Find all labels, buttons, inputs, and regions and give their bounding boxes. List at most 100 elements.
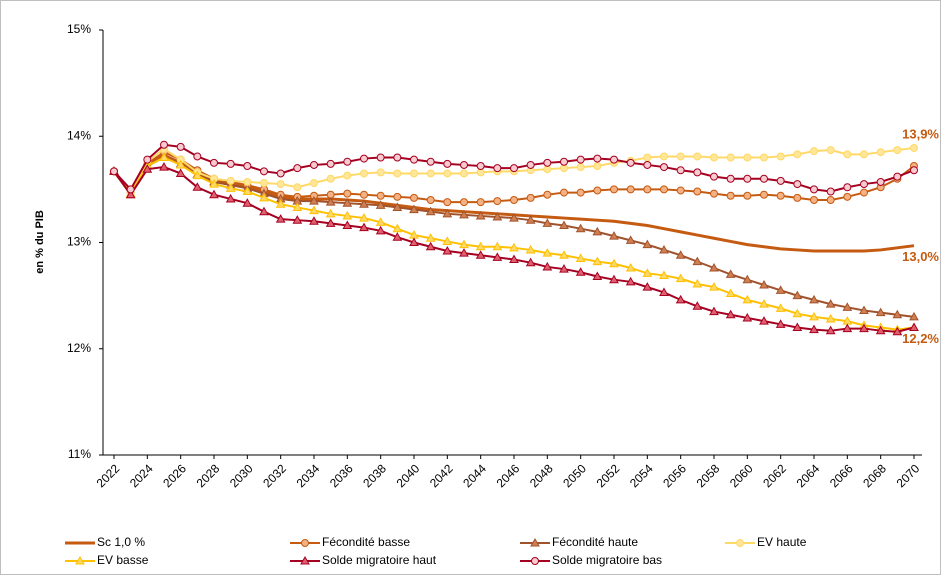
point: [793, 150, 802, 159]
point: [643, 153, 652, 162]
point: [726, 174, 735, 183]
point: [726, 191, 735, 200]
point: [410, 193, 418, 202]
point: [443, 169, 452, 178]
point: [476, 162, 485, 170]
point: [242, 186, 253, 195]
point: [425, 206, 436, 216]
point: [742, 294, 753, 304]
point: [843, 150, 852, 159]
point: [442, 245, 453, 255]
point: [276, 180, 285, 189]
point: [726, 153, 735, 162]
point: [176, 142, 185, 151]
point: [510, 196, 518, 204]
point: [842, 323, 853, 333]
point: [759, 279, 769, 289]
point: [676, 166, 685, 175]
point: [360, 190, 368, 199]
point: [659, 244, 669, 254]
point: [492, 252, 503, 261]
point: [309, 196, 319, 205]
point: [293, 164, 302, 173]
legend-marker: [736, 539, 744, 547]
point: [693, 168, 702, 177]
point: [375, 225, 386, 235]
point: [259, 206, 269, 216]
point: [292, 202, 303, 211]
point: [692, 256, 703, 266]
point: [709, 306, 719, 316]
value-label: 13,9%: [902, 126, 939, 141]
point: [909, 322, 919, 331]
point: [326, 159, 335, 168]
point: [676, 152, 685, 161]
point: [710, 172, 718, 181]
point: [475, 210, 486, 220]
point: [359, 222, 369, 232]
point: [426, 196, 435, 204]
point: [910, 166, 918, 175]
point: [392, 202, 403, 211]
point: [309, 205, 319, 215]
point: [492, 211, 503, 221]
point: [326, 174, 335, 183]
point: [710, 189, 718, 198]
point: [742, 312, 753, 322]
legend-marker: [301, 539, 309, 547]
point: [810, 196, 818, 204]
point: [676, 186, 685, 195]
point: [325, 218, 336, 227]
point: [743, 191, 752, 200]
point: [525, 257, 536, 267]
point: [693, 152, 702, 161]
point: [792, 290, 803, 300]
point: [243, 162, 252, 170]
point: [743, 174, 752, 183]
point: [142, 164, 153, 173]
point: [692, 301, 703, 310]
point: [509, 242, 519, 252]
point: [642, 282, 653, 291]
point: [743, 153, 752, 162]
value-label: 12,2%: [902, 331, 939, 346]
point: [575, 253, 586, 262]
y-tick-label: 15%: [67, 22, 91, 36]
value-label: 13,0%: [902, 249, 939, 264]
point: [509, 254, 519, 263]
point: [876, 177, 885, 186]
point: [343, 171, 352, 180]
point: [760, 190, 768, 199]
point: [125, 189, 136, 199]
point: [360, 154, 368, 163]
point: [859, 305, 869, 314]
point: [876, 148, 885, 157]
point: [710, 153, 718, 162]
point: [575, 223, 586, 233]
point: [609, 258, 619, 268]
point: [826, 146, 835, 155]
point: [809, 311, 819, 321]
point: [542, 248, 553, 257]
point: [626, 185, 635, 194]
point: [760, 153, 768, 162]
point: [610, 155, 618, 164]
point: [309, 216, 319, 225]
point: [360, 169, 368, 178]
point: [675, 294, 686, 304]
legend-label: Sc 1,0 %: [97, 535, 145, 549]
point: [560, 157, 568, 166]
point: [775, 319, 786, 328]
point: [225, 193, 236, 203]
point: [325, 197, 336, 206]
point: [243, 177, 252, 186]
point: [725, 309, 736, 319]
point: [776, 191, 785, 200]
point: [625, 235, 636, 244]
point: [792, 308, 803, 318]
point: [460, 198, 468, 207]
point: [426, 169, 435, 178]
point: [910, 143, 918, 152]
point: [493, 197, 502, 206]
